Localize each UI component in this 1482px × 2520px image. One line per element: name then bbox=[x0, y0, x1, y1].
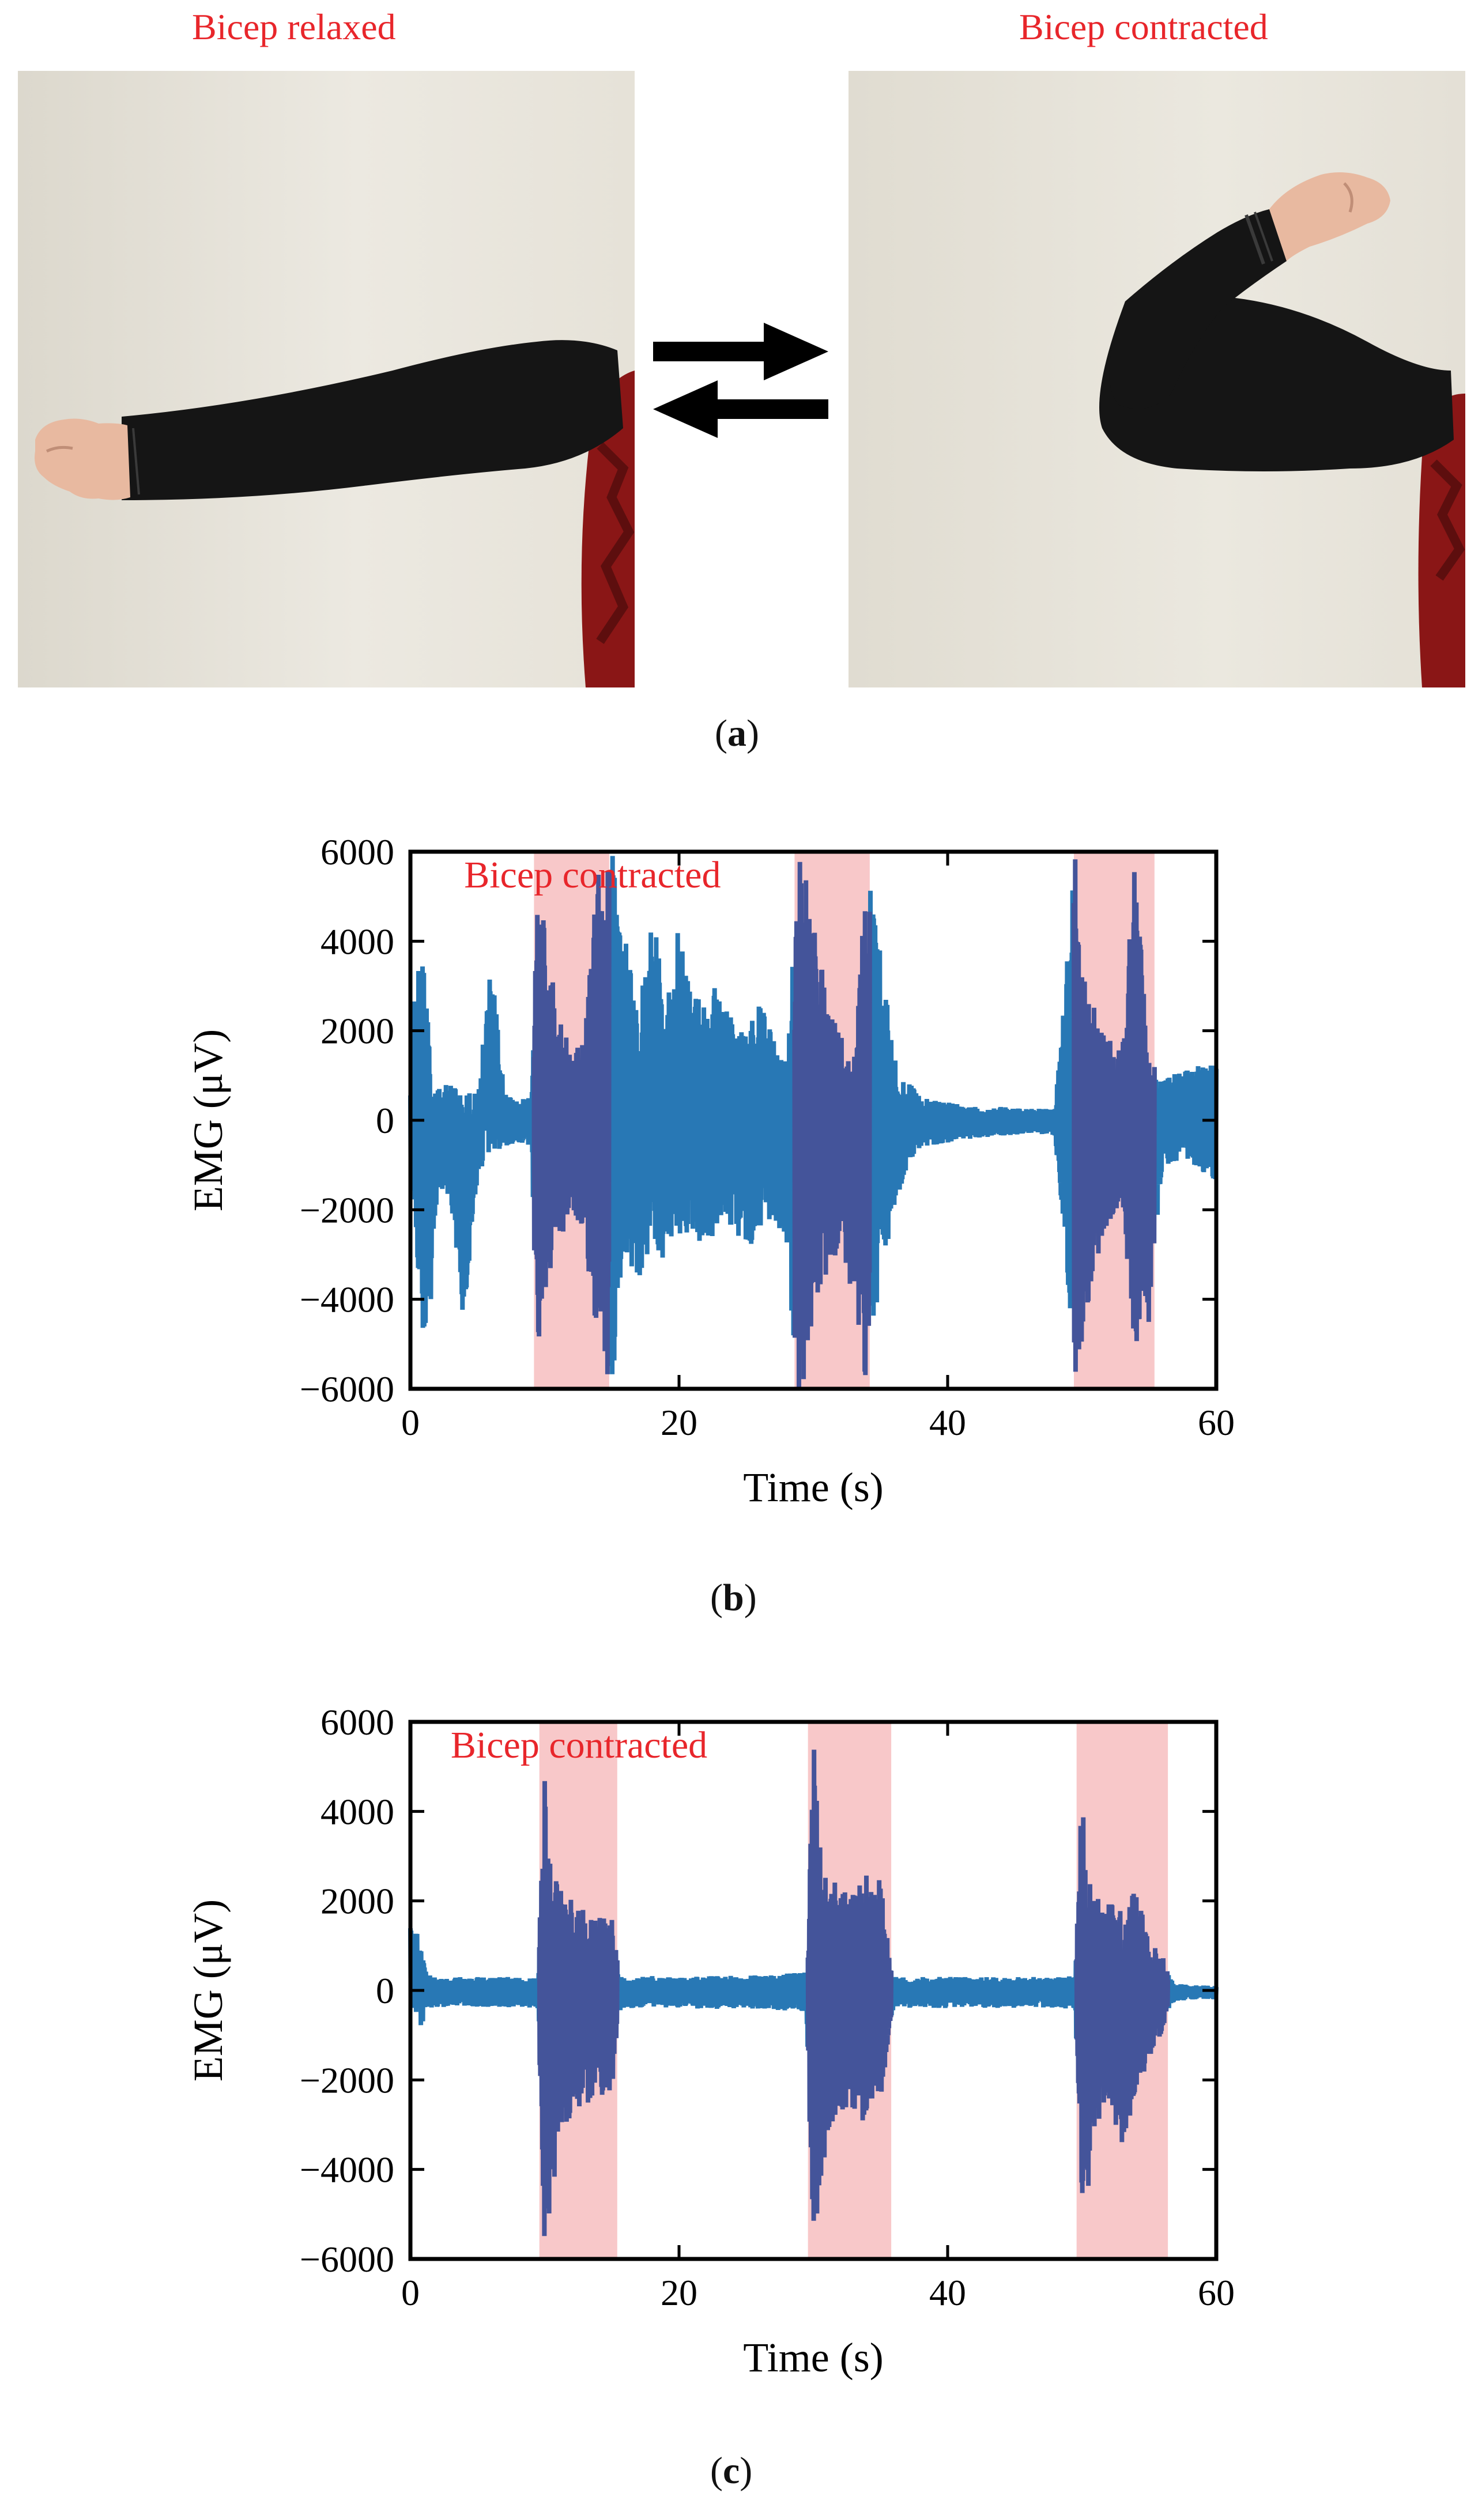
x-tick-label-c: 20 bbox=[661, 2272, 697, 2313]
y-tick-label-b: −4000 bbox=[300, 1279, 394, 1320]
emg-trace-contracted-c bbox=[537, 1750, 1171, 2236]
y-tick-label-c: −4000 bbox=[300, 2149, 394, 2190]
y-tick-label-b: −2000 bbox=[300, 1189, 394, 1230]
y-tick-label-c: 0 bbox=[376, 1970, 394, 2011]
ticks-b: 0 20 40 60 6000 4000 2000 0 −2000 −4000 −6000 bbox=[300, 832, 1235, 1443]
right-arrow-icon bbox=[653, 323, 828, 380]
caption-a-letter: a bbox=[727, 712, 746, 754]
x-tick-label-b: 0 bbox=[401, 1402, 420, 1443]
x-tick-label-c: 0 bbox=[401, 2272, 420, 2313]
annotation-bicep-contracted-b: Bicep contracted bbox=[464, 854, 721, 896]
caption-b: (b) bbox=[710, 1577, 757, 1619]
x-tick-label-c: 40 bbox=[929, 2272, 966, 2313]
arm-relaxed-photo bbox=[18, 71, 635, 687]
y-tick-label-b: 2000 bbox=[320, 1011, 394, 1052]
arrows-reversible bbox=[648, 320, 833, 441]
x-tick-label-b: 60 bbox=[1198, 1402, 1235, 1443]
y-tick-label-b: 6000 bbox=[320, 832, 394, 872]
x-tick-label-b: 20 bbox=[661, 1402, 697, 1443]
y-tick-label-c: 6000 bbox=[320, 1702, 394, 1743]
emg-signal-b bbox=[408, 856, 1219, 1389]
x-tick-label-b: 40 bbox=[929, 1402, 966, 1443]
y-axis-label-b: EMG (μV) bbox=[185, 1029, 231, 1212]
ticks-c: 0 20 40 60 6000 4000 2000 0 −2000 −4000 −6000 bbox=[300, 1702, 1235, 2313]
caption-b-letter: b bbox=[722, 1577, 744, 1619]
emg-trace-contracted-b bbox=[531, 859, 1157, 1389]
y-tick-label-b: 0 bbox=[376, 1100, 394, 1141]
x-axis-label-c: Time (s) bbox=[743, 2334, 883, 2381]
y-tick-label-c: −2000 bbox=[300, 2060, 394, 2100]
label-bicep-contracted: Bicep contracted bbox=[1019, 6, 1268, 47]
y-tick-label-c: 4000 bbox=[320, 1791, 394, 1832]
emg-chart-b: 0 20 40 60 6000 4000 2000 0 −2000 −4000 −6000 Bice… bbox=[185, 832, 1235, 1510]
emg-chart-c: 0 20 40 60 6000 4000 2000 0 −2000 −4000 −6000 Bice… bbox=[185, 1702, 1235, 2381]
left-arrow-icon bbox=[653, 380, 828, 438]
annotation-bicep-contracted-c: Bicep contracted bbox=[451, 1724, 707, 1766]
y-axis-label-c: EMG (μV) bbox=[185, 1899, 231, 2082]
caption-c-letter: c bbox=[722, 2450, 740, 2492]
x-tick-label-c: 60 bbox=[1198, 2272, 1235, 2313]
caption-a: (a) bbox=[715, 712, 759, 754]
y-tick-label-b: −6000 bbox=[300, 1369, 394, 1410]
caption-c: (c) bbox=[710, 2450, 753, 2492]
y-tick-label-c: 2000 bbox=[320, 1881, 394, 1922]
y-tick-label-c: −6000 bbox=[300, 2239, 394, 2280]
label-bicep-relaxed: Bicep relaxed bbox=[192, 6, 396, 47]
x-axis-label-b: Time (s) bbox=[743, 1464, 883, 1510]
y-tick-label-b: 4000 bbox=[320, 921, 394, 962]
arm-flexed-photo bbox=[849, 71, 1465, 687]
